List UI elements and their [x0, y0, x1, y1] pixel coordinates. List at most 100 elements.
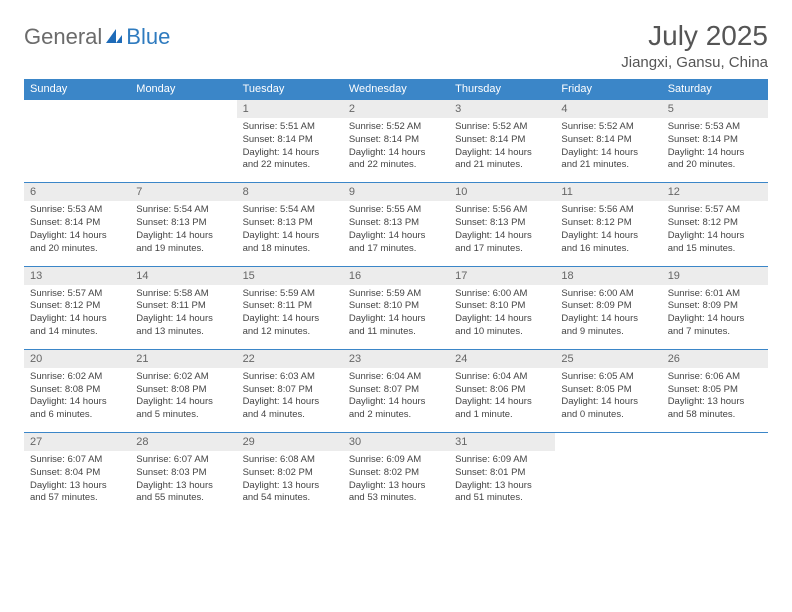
day-content: Sunrise: 5:52 AMSunset: 8:14 PMDaylight:… [449, 118, 555, 182]
day-content: Sunrise: 6:02 AMSunset: 8:08 PMDaylight:… [130, 368, 236, 432]
calendar-head: SundayMondayTuesdayWednesdayThursdayFrid… [24, 79, 768, 100]
calendar-cell: 14Sunrise: 5:58 AMSunset: 8:11 PMDayligh… [130, 266, 236, 349]
title-block: July 2025 Jiangxi, Gansu, China [621, 20, 768, 71]
calendar-cell: 5Sunrise: 5:53 AMSunset: 8:14 PMDaylight… [662, 100, 768, 183]
day-content: Sunrise: 5:59 AMSunset: 8:10 PMDaylight:… [343, 285, 449, 349]
calendar-cell: 25Sunrise: 6:05 AMSunset: 8:05 PMDayligh… [555, 349, 661, 432]
calendar-cell: 30Sunrise: 6:09 AMSunset: 8:02 PMDayligh… [343, 433, 449, 516]
day-content: Sunrise: 5:57 AMSunset: 8:12 PMDaylight:… [24, 285, 130, 349]
day-header: Wednesday [343, 79, 449, 100]
calendar-row: 6Sunrise: 5:53 AMSunset: 8:14 PMDaylight… [24, 183, 768, 266]
calendar-cell: 18Sunrise: 6:00 AMSunset: 8:09 PMDayligh… [555, 266, 661, 349]
calendar-cell: . [130, 100, 236, 183]
day-number: 29 [237, 433, 343, 451]
day-number: 8 [237, 183, 343, 201]
logo-sail-icon [104, 27, 124, 48]
day-number: 9 [343, 183, 449, 201]
calendar-cell: 4Sunrise: 5:52 AMSunset: 8:14 PMDaylight… [555, 100, 661, 183]
day-number: 21 [130, 350, 236, 368]
calendar-cell: 12Sunrise: 5:57 AMSunset: 8:12 PMDayligh… [662, 183, 768, 266]
calendar-cell: 23Sunrise: 6:04 AMSunset: 8:07 PMDayligh… [343, 349, 449, 432]
day-number: 30 [343, 433, 449, 451]
calendar-row: 27Sunrise: 6:07 AMSunset: 8:04 PMDayligh… [24, 433, 768, 516]
day-header: Friday [555, 79, 661, 100]
logo: General Blue [24, 20, 170, 50]
calendar-cell: 17Sunrise: 6:00 AMSunset: 8:10 PMDayligh… [449, 266, 555, 349]
day-number: 19 [662, 267, 768, 285]
calendar-cell: 11Sunrise: 5:56 AMSunset: 8:12 PMDayligh… [555, 183, 661, 266]
calendar-cell: 15Sunrise: 5:59 AMSunset: 8:11 PMDayligh… [237, 266, 343, 349]
day-content: Sunrise: 6:06 AMSunset: 8:05 PMDaylight:… [662, 368, 768, 432]
calendar-cell: 16Sunrise: 5:59 AMSunset: 8:10 PMDayligh… [343, 266, 449, 349]
day-content: Sunrise: 5:51 AMSunset: 8:14 PMDaylight:… [237, 118, 343, 182]
calendar-cell: 8Sunrise: 5:54 AMSunset: 8:13 PMDaylight… [237, 183, 343, 266]
day-number: 26 [662, 350, 768, 368]
day-content: Sunrise: 6:02 AMSunset: 8:08 PMDaylight:… [24, 368, 130, 432]
day-content: Sunrise: 6:07 AMSunset: 8:03 PMDaylight:… [130, 451, 236, 515]
day-content: Sunrise: 6:09 AMSunset: 8:01 PMDaylight:… [449, 451, 555, 515]
calendar-cell: 19Sunrise: 6:01 AMSunset: 8:09 PMDayligh… [662, 266, 768, 349]
calendar-cell: 28Sunrise: 6:07 AMSunset: 8:03 PMDayligh… [130, 433, 236, 516]
day-number: 11 [555, 183, 661, 201]
calendar-cell: 29Sunrise: 6:08 AMSunset: 8:02 PMDayligh… [237, 433, 343, 516]
day-number: 2 [343, 100, 449, 118]
day-number: 6 [24, 183, 130, 201]
day-content: Sunrise: 5:52 AMSunset: 8:14 PMDaylight:… [343, 118, 449, 182]
month-title: July 2025 [621, 20, 768, 52]
calendar-cell: . [24, 100, 130, 183]
day-content: Sunrise: 5:56 AMSunset: 8:13 PMDaylight:… [449, 201, 555, 265]
day-header: Monday [130, 79, 236, 100]
day-content: Sunrise: 6:01 AMSunset: 8:09 PMDaylight:… [662, 285, 768, 349]
day-number: 20 [24, 350, 130, 368]
day-content: Sunrise: 5:53 AMSunset: 8:14 PMDaylight:… [24, 201, 130, 265]
day-content: Sunrise: 6:08 AMSunset: 8:02 PMDaylight:… [237, 451, 343, 515]
calendar-cell: . [662, 433, 768, 516]
calendar-cell: . [555, 433, 661, 516]
day-number: 28 [130, 433, 236, 451]
day-number: 1 [237, 100, 343, 118]
day-content: Sunrise: 6:04 AMSunset: 8:07 PMDaylight:… [343, 368, 449, 432]
calendar-row: . . 1Sunrise: 5:51 AMSunset: 8:14 PMDayl… [24, 100, 768, 183]
day-content: Sunrise: 5:57 AMSunset: 8:12 PMDaylight:… [662, 201, 768, 265]
day-number: 13 [24, 267, 130, 285]
day-number: 17 [449, 267, 555, 285]
calendar-cell: 1Sunrise: 5:51 AMSunset: 8:14 PMDaylight… [237, 100, 343, 183]
calendar-cell: 24Sunrise: 6:04 AMSunset: 8:06 PMDayligh… [449, 349, 555, 432]
calendar-cell: 7Sunrise: 5:54 AMSunset: 8:13 PMDaylight… [130, 183, 236, 266]
day-content: Sunrise: 6:03 AMSunset: 8:07 PMDaylight:… [237, 368, 343, 432]
day-number: 4 [555, 100, 661, 118]
day-content: Sunrise: 5:54 AMSunset: 8:13 PMDaylight:… [130, 201, 236, 265]
day-content: Sunrise: 6:04 AMSunset: 8:06 PMDaylight:… [449, 368, 555, 432]
calendar-cell: 22Sunrise: 6:03 AMSunset: 8:07 PMDayligh… [237, 349, 343, 432]
day-number: 23 [343, 350, 449, 368]
day-header: Saturday [662, 79, 768, 100]
calendar-cell: 27Sunrise: 6:07 AMSunset: 8:04 PMDayligh… [24, 433, 130, 516]
day-number: 16 [343, 267, 449, 285]
day-content: Sunrise: 5:53 AMSunset: 8:14 PMDaylight:… [662, 118, 768, 182]
day-number: 24 [449, 350, 555, 368]
day-number: 3 [449, 100, 555, 118]
calendar-cell: 20Sunrise: 6:02 AMSunset: 8:08 PMDayligh… [24, 349, 130, 432]
day-content: Sunrise: 5:55 AMSunset: 8:13 PMDaylight:… [343, 201, 449, 265]
day-content: Sunrise: 6:05 AMSunset: 8:05 PMDaylight:… [555, 368, 661, 432]
day-number: 18 [555, 267, 661, 285]
day-number: 27 [24, 433, 130, 451]
calendar-cell: 26Sunrise: 6:06 AMSunset: 8:05 PMDayligh… [662, 349, 768, 432]
calendar-cell: 2Sunrise: 5:52 AMSunset: 8:14 PMDaylight… [343, 100, 449, 183]
calendar-cell: 10Sunrise: 5:56 AMSunset: 8:13 PMDayligh… [449, 183, 555, 266]
calendar-cell: 6Sunrise: 5:53 AMSunset: 8:14 PMDaylight… [24, 183, 130, 266]
day-number: 12 [662, 183, 768, 201]
day-number: 15 [237, 267, 343, 285]
calendar-table: SundayMondayTuesdayWednesdayThursdayFrid… [24, 79, 768, 515]
day-content: Sunrise: 6:09 AMSunset: 8:02 PMDaylight:… [343, 451, 449, 515]
calendar-body: . . 1Sunrise: 5:51 AMSunset: 8:14 PMDayl… [24, 100, 768, 516]
day-number: 14 [130, 267, 236, 285]
day-content: Sunrise: 5:58 AMSunset: 8:11 PMDaylight:… [130, 285, 236, 349]
logo-word2: Blue [126, 24, 170, 50]
calendar-cell: 13Sunrise: 5:57 AMSunset: 8:12 PMDayligh… [24, 266, 130, 349]
calendar-cell: 3Sunrise: 5:52 AMSunset: 8:14 PMDaylight… [449, 100, 555, 183]
calendar-cell: 9Sunrise: 5:55 AMSunset: 8:13 PMDaylight… [343, 183, 449, 266]
day-content: Sunrise: 5:54 AMSunset: 8:13 PMDaylight:… [237, 201, 343, 265]
day-content: Sunrise: 6:00 AMSunset: 8:09 PMDaylight:… [555, 285, 661, 349]
calendar-cell: 31Sunrise: 6:09 AMSunset: 8:01 PMDayligh… [449, 433, 555, 516]
